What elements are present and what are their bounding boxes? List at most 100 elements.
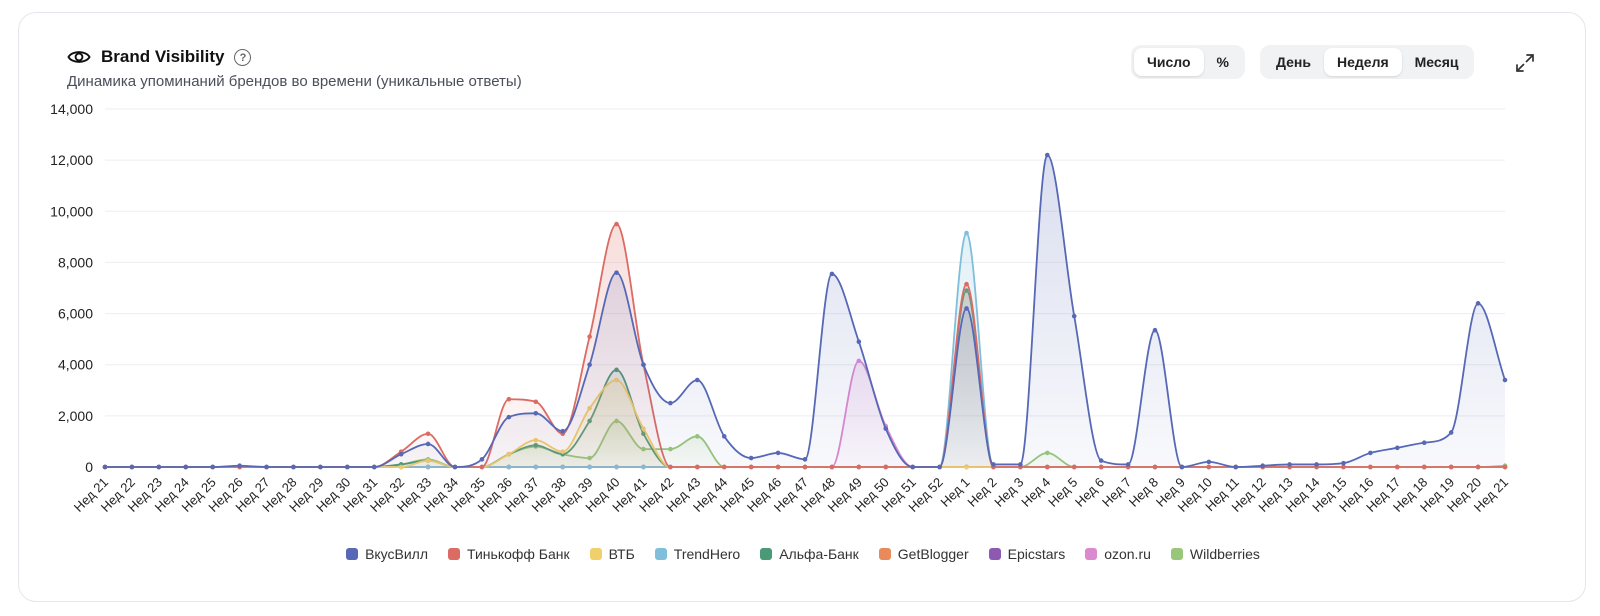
chart-title: Brand Visibility (101, 47, 225, 66)
period-day-button[interactable]: День (1276, 54, 1311, 70)
mode-percent-button[interactable]: % (1216, 54, 1229, 70)
data-point (587, 334, 592, 339)
data-point (533, 411, 539, 416)
series-area (105, 380, 1505, 467)
data-point (910, 464, 915, 470)
x-tick-label: Нед 4 (1018, 475, 1053, 510)
legend-item[interactable]: TrendHero (654, 546, 740, 562)
period-month-button[interactable]: Месяц (1414, 54, 1459, 70)
series-line (104, 232, 1505, 468)
y-tick-label: 8,000 (58, 254, 93, 270)
data-point (721, 434, 727, 439)
data-point (398, 451, 404, 457)
data-point (1260, 463, 1265, 469)
legend-swatch (988, 548, 1001, 560)
series-area (105, 233, 1505, 467)
data-point (1045, 152, 1050, 158)
data-point (1018, 462, 1023, 467)
data-point (1421, 440, 1427, 446)
data-point (560, 428, 565, 434)
data-point (856, 339, 862, 345)
data-point (1448, 430, 1454, 435)
data-point (641, 362, 646, 368)
legend-label: Wildberries (1189, 546, 1260, 562)
data-point (506, 414, 512, 420)
data-point (345, 464, 350, 470)
card-header: Brand Visibility ? (67, 47, 252, 67)
data-point (1125, 462, 1131, 467)
legend-item[interactable]: ozon.ru (1085, 546, 1151, 562)
data-point (1071, 313, 1077, 319)
brand-visibility-card: Brand Visibility ? Динамика упоминаний б… (18, 12, 1586, 602)
data-point (587, 362, 592, 368)
data-point (1233, 464, 1239, 470)
data-point (237, 463, 242, 469)
legend-swatch (346, 548, 359, 560)
y-tick-label: 4,000 (58, 357, 93, 373)
legend-item[interactable]: Epicstars (988, 546, 1065, 562)
y-tick-label: 12,000 (50, 152, 93, 168)
legend-item[interactable]: GetBlogger (878, 546, 969, 562)
legend-swatch (448, 548, 461, 560)
data-point (102, 464, 108, 470)
legend-swatch (760, 548, 773, 560)
legend-item[interactable]: ВТБ (589, 546, 635, 562)
series-area (105, 290, 1505, 467)
data-point (129, 464, 135, 470)
x-tick-label: Нед 8 (1126, 475, 1161, 510)
data-point (264, 464, 269, 470)
data-point (533, 399, 539, 405)
x-tick-label: Нед 1 (937, 475, 972, 510)
period-week-button[interactable]: Неделя (1324, 48, 1402, 76)
data-point (371, 464, 377, 470)
legend-swatch (878, 548, 891, 560)
series-area (105, 360, 1505, 467)
legend-label: ВкусВилл (365, 546, 429, 562)
legend-item[interactable]: Тинькофф Банк (448, 546, 570, 562)
legend-label: ВТБ (608, 546, 635, 562)
data-point (479, 457, 485, 462)
data-point (695, 377, 700, 383)
y-tick-label: 10,000 (50, 203, 93, 219)
data-point (964, 306, 969, 311)
x-tick-label: Нед 5 (1045, 475, 1080, 510)
data-point (883, 426, 889, 431)
legend-swatch (654, 548, 667, 560)
data-point (1098, 458, 1104, 463)
legend-swatch (1170, 548, 1183, 560)
legend-swatch (589, 548, 602, 560)
data-point (452, 464, 458, 470)
data-point (1341, 460, 1346, 466)
x-tick-label: Нед 2 (964, 475, 999, 510)
data-point (156, 464, 162, 470)
data-point (964, 281, 969, 287)
y-tick-label: 2,000 (58, 408, 93, 424)
y-tick-label: 0 (85, 459, 93, 475)
data-point (668, 400, 673, 406)
data-point (1287, 462, 1292, 467)
legend-label: ozon.ru (1104, 546, 1151, 562)
data-point (1314, 462, 1319, 467)
data-point (291, 464, 296, 470)
mode-count-button[interactable]: Число (1134, 48, 1204, 76)
legend-item[interactable]: Wildberries (1170, 546, 1260, 562)
help-icon[interactable]: ? (234, 48, 252, 66)
series-line (104, 289, 1505, 468)
y-tick-label: 6,000 (58, 306, 93, 322)
series-line (104, 154, 1506, 468)
period-toggle: День Неделя Месяц (1260, 45, 1475, 79)
data-point (318, 464, 323, 470)
data-point (506, 396, 512, 402)
series-line (104, 359, 1505, 468)
data-point (1395, 445, 1400, 451)
data-point (614, 221, 619, 227)
data-point (425, 431, 431, 437)
legend-label: GetBlogger (897, 546, 969, 562)
legend-item[interactable]: ВкусВилл (346, 546, 428, 562)
expand-icon[interactable] (1513, 51, 1537, 75)
data-point (1206, 459, 1212, 465)
eye-icon (67, 51, 91, 63)
data-point (1179, 464, 1185, 470)
value-mode-toggle: Число % (1131, 45, 1245, 79)
legend-item[interactable]: Альфа-Банк (760, 546, 859, 562)
